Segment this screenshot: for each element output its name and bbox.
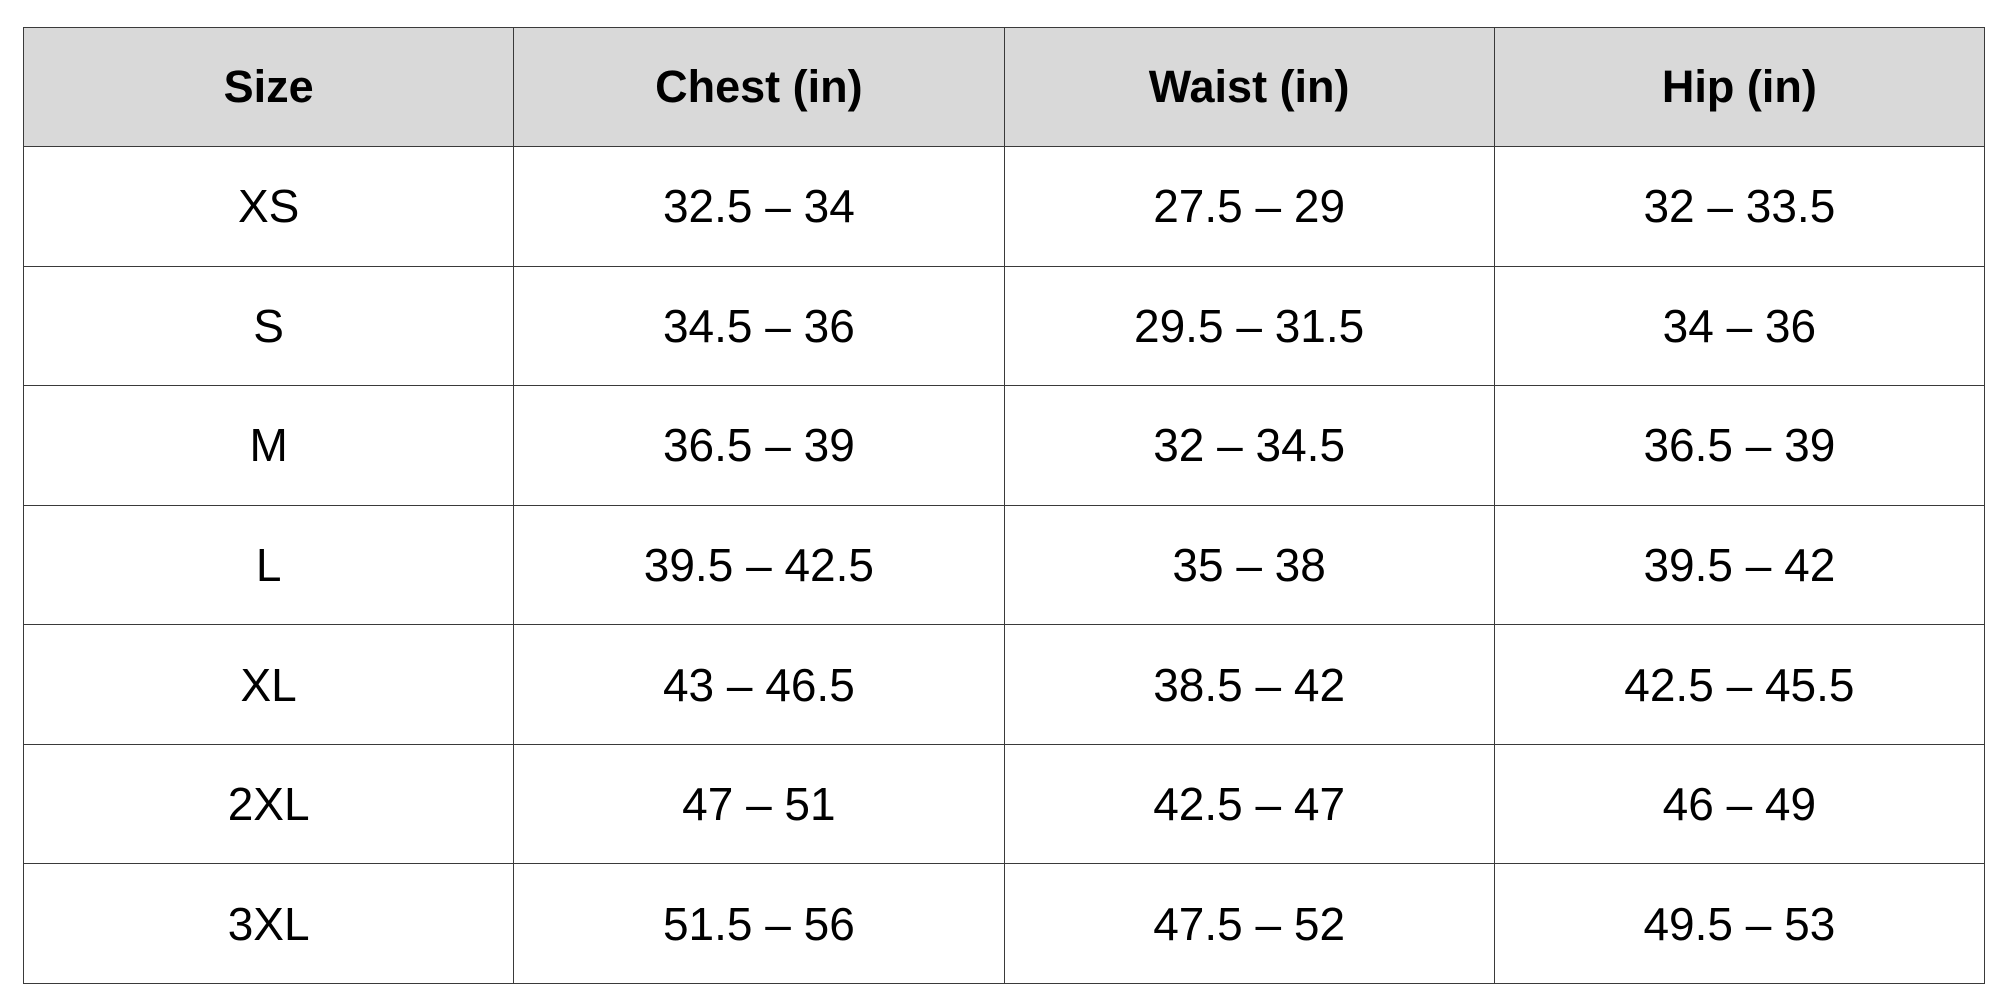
table-row: XL 43 – 46.5 38.5 – 42 42.5 – 45.5 [22, 624, 1986, 745]
table-row: S 34.5 – 36 29.5 – 31.5 34 – 36 [22, 265, 1986, 387]
table-row: 3XL 51.5 – 56 47.5 – 52 49.5 – 53 [22, 863, 1986, 984]
cell-waist: 47.5 – 52 [1003, 863, 1495, 984]
size-chart-table: Size Chest (in) Waist (in) Hip (in) XS 3… [22, 27, 1986, 984]
table-header: Size Chest (in) Waist (in) Hip (in) [22, 27, 1986, 147]
cell-hip: 46 – 49 [1493, 743, 1986, 865]
cell-size: S [22, 265, 515, 387]
cell-hip: 36.5 – 39 [1493, 385, 1986, 506]
table-row: XS 32.5 – 34 27.5 – 29 32 – 33.5 [22, 146, 1986, 267]
cell-chest: 32.5 – 34 [513, 146, 1005, 267]
cell-size: XS [22, 146, 515, 267]
table-row: L 39.5 – 42.5 35 – 38 39.5 – 42 [22, 504, 1986, 626]
table-body: XS 32.5 – 34 27.5 – 29 32 – 33.5 S 34.5 … [22, 146, 1986, 984]
cell-hip: 32 – 33.5 [1493, 146, 1986, 267]
cell-size: L [22, 504, 515, 626]
cell-size: 2XL [22, 743, 515, 865]
cell-chest: 47 – 51 [513, 743, 1005, 865]
cell-chest: 36.5 – 39 [513, 385, 1005, 506]
header-hip: Hip (in) [1493, 27, 1986, 147]
cell-size: XL [22, 624, 515, 745]
cell-waist: 32 – 34.5 [1003, 385, 1495, 506]
cell-size: M [22, 385, 515, 506]
cell-chest: 43 – 46.5 [513, 624, 1005, 745]
table-row: M 36.5 – 39 32 – 34.5 36.5 – 39 [22, 385, 1986, 506]
table-row: 2XL 47 – 51 42.5 – 47 46 – 49 [22, 743, 1986, 865]
header-size: Size [22, 27, 515, 147]
cell-hip: 39.5 – 42 [1493, 504, 1986, 626]
cell-waist: 27.5 – 29 [1003, 146, 1495, 267]
cell-size: 3XL [22, 863, 515, 984]
header-chest: Chest (in) [513, 27, 1005, 147]
cell-hip: 34 – 36 [1493, 265, 1986, 387]
cell-waist: 35 – 38 [1003, 504, 1495, 626]
header-row: Size Chest (in) Waist (in) Hip (in) [22, 27, 1986, 147]
cell-chest: 39.5 – 42.5 [513, 504, 1005, 626]
cell-waist: 29.5 – 31.5 [1003, 265, 1495, 387]
cell-chest: 34.5 – 36 [513, 265, 1005, 387]
cell-hip: 42.5 – 45.5 [1493, 624, 1986, 745]
cell-hip: 49.5 – 53 [1493, 863, 1986, 984]
cell-chest: 51.5 – 56 [513, 863, 1005, 984]
cell-waist: 38.5 – 42 [1003, 624, 1495, 745]
header-waist: Waist (in) [1003, 27, 1495, 147]
cell-waist: 42.5 – 47 [1003, 743, 1495, 865]
